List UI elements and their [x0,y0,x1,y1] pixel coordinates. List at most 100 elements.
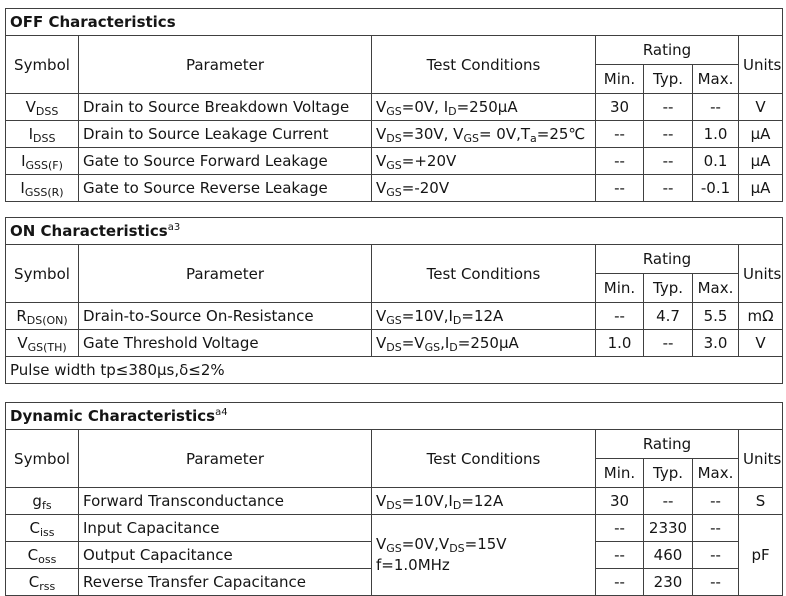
table-row: VGS(TH) Gate Threshold Voltage VDS=VGS,I… [5,329,784,357]
conditions-cell: VDS=10V,ID=12A [371,487,596,515]
symbol-cell: Coss [5,541,79,569]
header-subrow: Min. Typ. Max. [6,273,783,303]
on-characteristics-table: ON Characteristicsa3 Symbol Parameter Te… [4,217,784,384]
min-cell: 30 [595,93,644,121]
parameter-cell: Forward Transconductance [78,487,372,515]
dynamic-characteristics-table: Dynamic Characteristicsa4 Symbol Paramet… [4,402,784,596]
conditions-cell: VGS=10V,ID=12A [371,302,596,330]
typ-cell: 2330 [643,514,693,542]
section-gap [5,202,786,217]
parameter-cell: Gate to Source Forward Leakage [78,147,372,175]
col-header-symbol: Symbol [5,244,79,303]
parameter-cell: Input Capacitance [78,514,372,542]
table-row: VDSS Drain to Source Breakdown Voltage V… [5,93,784,121]
table-title: ON Characteristicsa3 [4,217,784,245]
table-title-footnote-ref: a3 [167,222,181,233]
table-title: Dynamic Characteristicsa4 [4,402,784,430]
max-cell: -- [692,93,739,121]
min-cell: -- [595,120,644,148]
units-cell-merged: pF [737,514,784,596]
units-cell: μA [737,147,784,175]
col-header-parameter: Parameter [78,244,372,303]
parameter-cell: Drain to Source Breakdown Voltage [78,93,372,121]
col-header-units: Units [737,35,784,94]
table-row: RDS(ON) Drain-to-Source On-Resistance VG… [5,302,784,330]
symbol-cell: RDS(ON) [5,302,79,330]
col-header-test-conditions: Test Conditions [371,429,596,488]
typ-cell: -- [643,174,693,202]
col-header-parameter: Parameter [78,35,372,94]
min-cell: -- [595,147,644,175]
units-cell: μA [737,174,784,202]
max-cell: 5.5 [692,302,739,330]
off-characteristics-table: OFF Characteristics Symbol Parameter Tes… [4,8,784,202]
max-cell: 1.0 [692,120,739,148]
footnote-cell: Pulse width tp≤380μs,δ≤2% [4,356,784,384]
min-cell: -- [595,541,644,569]
conditions-cell: VDS=30V, VGS= 0V,Ta=25℃ [371,120,596,148]
units-cell: S [737,487,784,515]
max-cell: 0.1 [692,147,739,175]
col-header-typ: Typ. [643,458,693,488]
col-header-rating: Rating [595,244,739,274]
col-header-typ: Typ. [643,64,693,94]
units-cell: μA [737,120,784,148]
min-cell: 30 [595,487,644,515]
symbol-cell: IGSS(F) [5,147,79,175]
symbol-cell: IDSS [5,120,79,148]
units-cell: mΩ [737,302,784,330]
parameter-cell: Reverse Transfer Capacitance [78,568,372,596]
col-header-rating: Rating [595,35,739,65]
symbol-cell: VGS(TH) [5,329,79,357]
col-header-typ: Typ. [643,273,693,303]
symbol-cell: IGSS(R) [5,174,79,202]
col-header-max: Max. [692,64,739,94]
typ-cell: -- [643,120,693,148]
conditions-cell: VGS=0V, ID=250μA [371,93,596,121]
min-cell: 1.0 [595,329,644,357]
typ-cell: -- [643,147,693,175]
conditions-line-2: f=1.0MHz [376,556,450,574]
col-header-symbol: Symbol [5,35,79,94]
col-header-min: Min. [595,458,644,488]
table-title-row: OFF Characteristics [4,8,784,36]
col-header-units: Units [737,244,784,303]
col-header-max: Max. [692,273,739,303]
header-row: Symbol Parameter Test Conditions Rating … [5,429,784,488]
typ-cell: 4.7 [643,302,693,330]
col-header-units: Units [737,429,784,488]
units-cell: V [737,93,784,121]
table-row: IGSS(F) Gate to Source Forward Leakage V… [5,147,784,175]
table-title-text: ON Characteristics [10,222,168,240]
parameter-cell: Gate Threshold Voltage [78,329,372,357]
col-header-max: Max. [692,458,739,488]
header-row: Symbol Parameter Test Conditions Rating … [5,35,784,94]
section-gap [5,384,786,402]
conditions-cell: VGS=-20V [371,174,596,202]
max-cell: -- [692,487,739,515]
col-header-min: Min. [595,64,644,94]
symbol-cell: Crss [5,568,79,596]
units-cell: V [737,329,784,357]
table-title-row: Dynamic Characteristicsa4 [4,402,784,430]
parameter-cell: Drain-to-Source On-Resistance [78,302,372,330]
table-title: OFF Characteristics [4,8,784,36]
table-row: gfs Forward Transconductance VDS=10V,ID=… [5,487,784,515]
table-row: IDSS Drain to Source Leakage Current VDS… [5,120,784,148]
header-subrow: Min. Typ. Max. [6,458,783,488]
symbol-cell: Ciss [5,514,79,542]
typ-cell: 230 [643,568,693,596]
col-header-parameter: Parameter [78,429,372,488]
symbol-cell: VDSS [5,93,79,121]
col-header-test-conditions: Test Conditions [371,244,596,303]
table-title-row: ON Characteristicsa3 [4,217,784,245]
min-cell: -- [595,302,644,330]
conditions-cell-merged: VGS=0V,VDS=15V f=1.0MHz [371,514,596,596]
parameter-cell: Drain to Source Leakage Current [78,120,372,148]
conditions-cell: VDS=VGS,ID=250μA [371,329,596,357]
table-row: Ciss Input Capacitance VGS=0V,VDS=15V f=… [5,514,784,596]
conditions-line-1: VGS=0V,VDS=15V [376,535,507,555]
conditions-cell: VGS=+20V [371,147,596,175]
parameter-cell: Output Capacitance [78,541,372,569]
